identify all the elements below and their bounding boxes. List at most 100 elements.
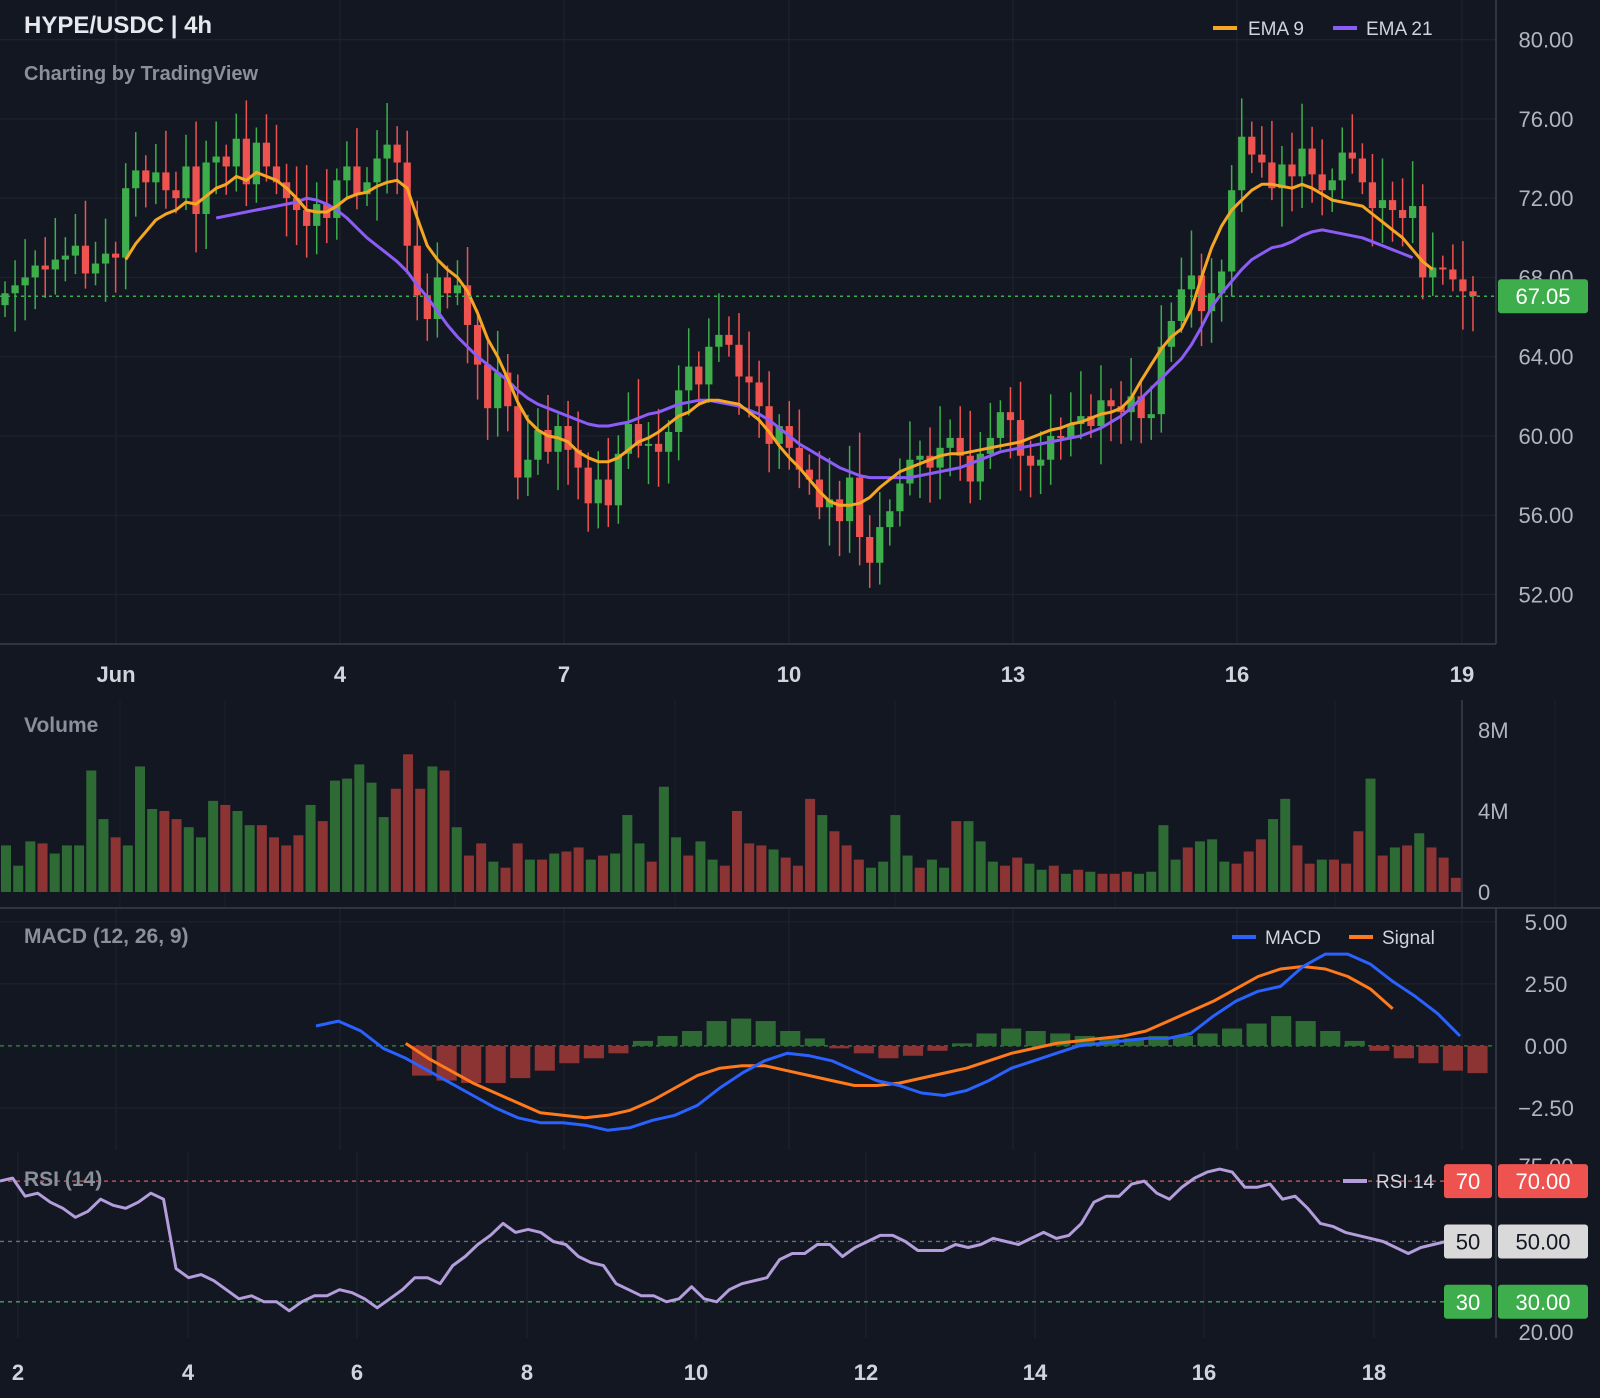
macd-histogram-bar	[461, 1045, 482, 1084]
volume-bar	[866, 867, 877, 892]
candle-up	[1328, 180, 1336, 191]
candle-down	[735, 344, 743, 377]
candle-up	[664, 431, 673, 452]
volume-bar	[305, 804, 316, 892]
macd-histogram-bar	[682, 1031, 703, 1046]
volume-panel[interactable]: 8M 4M 0 Volume	[0, 700, 1600, 909]
candle-down	[1107, 400, 1115, 407]
date-tick-label: 16	[1225, 662, 1249, 687]
candle-down	[1026, 455, 1035, 466]
candle-up	[333, 180, 341, 218]
candle-up	[705, 346, 713, 385]
candle-down	[473, 324, 482, 365]
rsi-axis-tag-background	[1498, 1284, 1588, 1319]
volume-bar	[220, 804, 231, 892]
candle-up	[71, 245, 80, 256]
volume-bar	[463, 855, 474, 892]
volume-bar	[1268, 819, 1279, 892]
volume-tick-label: 4M	[1478, 799, 1509, 824]
candle-down	[755, 382, 763, 407]
volume-bar	[49, 853, 60, 892]
candle-down	[564, 426, 572, 450]
candle-up	[453, 285, 462, 294]
volume-bar	[573, 847, 584, 892]
candle-up	[715, 334, 723, 347]
price-tick-label: 80.00	[1518, 28, 1573, 53]
candle-up	[1217, 271, 1226, 294]
macd-legend: MACD Signal	[1232, 928, 1435, 949]
macd-histogram-bar	[632, 1040, 654, 1046]
macd-histogram	[412, 1016, 1488, 1084]
volume-bar	[122, 845, 133, 892]
volume-bar	[524, 859, 535, 892]
volume-bar	[744, 843, 755, 892]
volume-bar	[805, 798, 816, 892]
candle-down	[142, 170, 150, 183]
ema9-line	[124, 170, 1434, 507]
candle-down	[272, 166, 281, 183]
candle-up	[825, 499, 834, 508]
macd-histogram-bar	[1148, 1035, 1169, 1046]
candle-down	[463, 285, 472, 325]
volume-bar	[269, 837, 280, 892]
volume-bar	[537, 859, 548, 892]
volume-bar	[439, 770, 450, 892]
candle-down	[1469, 291, 1477, 297]
candle-up	[624, 424, 633, 454]
candle-down	[634, 424, 643, 446]
candle-up	[1077, 416, 1085, 425]
rsi-date-tick-label: 12	[854, 1360, 878, 1385]
volume-bar	[1, 845, 11, 892]
volume-bar	[1377, 855, 1388, 892]
volume-bar	[1060, 873, 1071, 892]
macd-histogram-bar	[1393, 1045, 1414, 1059]
volume-bar	[147, 808, 158, 892]
rsi-level-tag-background	[1444, 1224, 1492, 1259]
candle-down	[1288, 164, 1296, 177]
candle-up	[1, 293, 9, 306]
volume-tick-label: 8M	[1478, 718, 1509, 743]
macd-histogram-bar	[780, 1031, 801, 1046]
volume-bar	[817, 815, 828, 892]
volume-bar	[244, 825, 255, 892]
candle-down	[1258, 154, 1266, 163]
volume-bar	[768, 849, 779, 892]
candle-down	[353, 166, 361, 195]
candle-up	[252, 142, 261, 185]
volume-bar	[549, 853, 560, 892]
ema21-legend-label: EMA 21	[1366, 19, 1433, 40]
rsi-line	[0, 1167, 1447, 1313]
candle-up	[21, 277, 29, 286]
volume-bar	[1328, 859, 1339, 892]
macd-histogram-bar	[1369, 1045, 1390, 1051]
macd-histogram-bar	[706, 1021, 727, 1046]
candle-down	[1197, 275, 1206, 312]
candle-up	[946, 437, 954, 448]
candle-down	[1439, 267, 1447, 270]
candle-up	[534, 429, 542, 460]
volume-bar	[732, 811, 742, 892]
macd-histogram-bar	[1467, 1045, 1488, 1074]
macd-histogram-bar	[976, 1033, 997, 1046]
candle-down	[1308, 148, 1316, 175]
macd-histogram-bar	[1418, 1045, 1439, 1064]
price-panel[interactable]: 80.0076.0072.0068.0064.0060.0056.0052.00…	[0, 0, 1588, 687]
date-tick-label: 13	[1001, 662, 1025, 687]
volume-bar	[232, 811, 243, 892]
macd-panel[interactable]: 5.00 2.50 0.00 −2.50 MACD (12, 26, 9) MACD …	[0, 908, 1574, 1152]
macd-histogram-bar	[1222, 1028, 1243, 1046]
macd-histogram-bar	[583, 1045, 604, 1059]
candle-up	[1409, 206, 1417, 218]
candle-up	[494, 372, 502, 409]
volume-bar	[1231, 863, 1242, 892]
volume-bar	[512, 843, 523, 892]
price-tick-label: 56.00	[1518, 503, 1573, 528]
candle-down	[262, 142, 271, 167]
volume-bar	[25, 841, 36, 892]
volume-bar	[1450, 877, 1461, 892]
macd-histogram-bar	[657, 1035, 678, 1046]
candle-up	[122, 188, 130, 258]
volume-bar	[1316, 859, 1327, 892]
